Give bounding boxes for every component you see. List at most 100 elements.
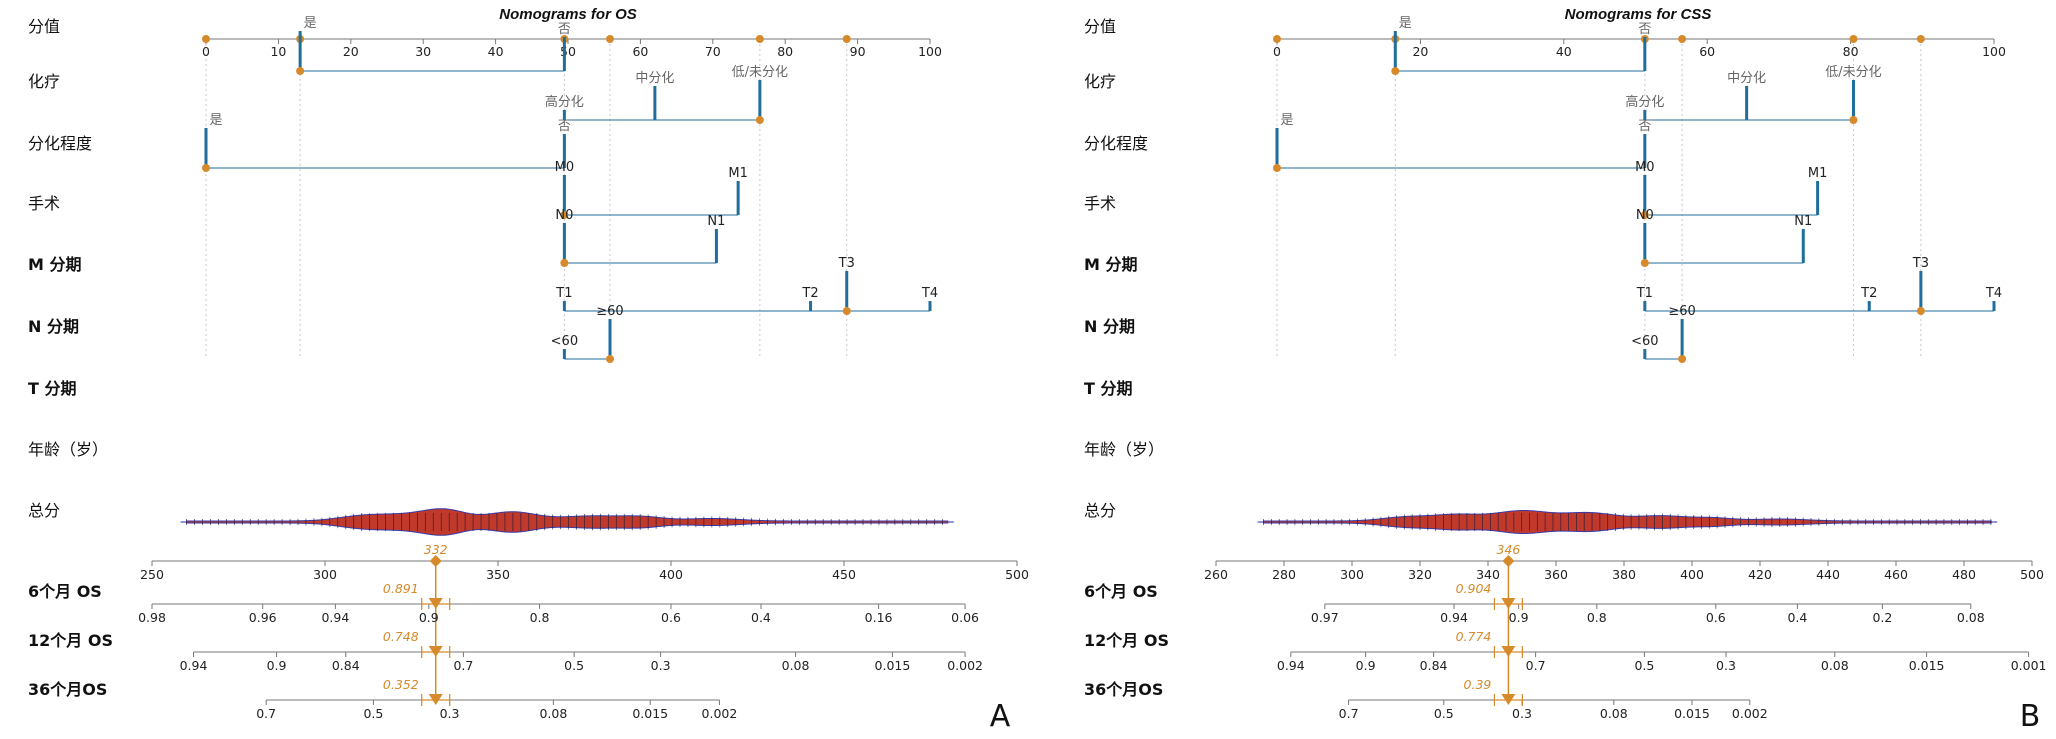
selected-level-marker (1849, 116, 1858, 124)
outcome-observed-label: 0.904 (1456, 581, 1492, 596)
total-tick-label: 280 (1272, 567, 1296, 582)
outcome-tick-label: 0.015 (1674, 706, 1710, 721)
outcome-tick-label: 0.7 (256, 706, 276, 721)
total-tick-label: 250 (140, 567, 164, 582)
selected-level-marker (560, 211, 569, 219)
outcome-tick-label: 0.94 (1277, 658, 1305, 673)
total-tick-label: 300 (1340, 567, 1364, 582)
outcome-tick-label: 0.97 (1311, 610, 1339, 625)
variable-label: 分化程度 (28, 134, 92, 153)
observed-point-marker (1849, 35, 1858, 43)
outcome-tick-label: 0.4 (1787, 610, 1807, 625)
outcome-tick-label: 0.08 (1957, 610, 1985, 625)
chart-title: Nomograms for CSS (1565, 6, 1712, 23)
level-label: T4 (921, 286, 938, 301)
outcome-tick-label: 0.4 (751, 610, 771, 625)
outcome-tick-label: 0.002 (1732, 706, 1768, 721)
level-label: M0 (1635, 160, 1655, 175)
level-label: N1 (1794, 214, 1812, 229)
total-tick-label: 500 (1005, 567, 1029, 582)
level-label: M1 (1808, 166, 1828, 181)
level-label: T4 (1985, 286, 2002, 301)
level-label: 是 (1399, 16, 1412, 31)
outcome-tick-label: 0.3 (651, 658, 671, 673)
outcome-label: 36个月OS (28, 680, 107, 699)
total-tick-label: 440 (1816, 567, 1840, 582)
outcome-tick-label: 0.7 (1339, 706, 1359, 721)
points-row-label: 分值 (1084, 17, 1116, 36)
points-tick-label: 100 (918, 44, 942, 59)
outcome-tick-label: 0.16 (865, 610, 893, 625)
outcome-observed-label: 0.748 (383, 629, 419, 644)
variable-label: 手术 (28, 194, 60, 213)
selected-level-marker (1640, 211, 1649, 219)
observed-point-marker (842, 35, 851, 43)
outcome-label: 6个月 OS (1084, 582, 1158, 601)
observed-point-marker (1678, 35, 1687, 43)
points-tick-label: 60 (1699, 44, 1715, 59)
level-label: T3 (838, 256, 855, 271)
total-observed-label: 332 (424, 542, 448, 557)
selected-level-marker (202, 164, 210, 172)
panel-letter: B (2020, 699, 2041, 734)
points-tick-label: 0 (202, 44, 210, 59)
total-tick-label: 420 (1748, 567, 1772, 582)
outcome-tick-label: 0.08 (539, 706, 567, 721)
outcome-tick-label: 0.5 (564, 658, 584, 673)
total-tick-label: 400 (1680, 567, 1704, 582)
total-tick-label: 380 (1612, 567, 1636, 582)
points-tick-label: 30 (415, 44, 431, 59)
level-label: N1 (707, 214, 725, 229)
outcome-observed-label: 0.352 (383, 677, 419, 692)
total-tick-label: 260 (1204, 567, 1228, 582)
outcome-tick-label: 0.9 (1356, 658, 1376, 673)
points-tick-label: 80 (777, 44, 793, 59)
outcome-tick-label: 0.3 (1716, 658, 1736, 673)
outcome-tick-label: 0.6 (661, 610, 681, 625)
points-tick-label: 40 (1556, 44, 1572, 59)
selected-level-marker (560, 259, 569, 267)
total-tick-label: 460 (1884, 567, 1908, 582)
selected-level-marker (1273, 164, 1281, 172)
outcome-label: 12个月 OS (28, 631, 113, 650)
points-row-label: 分值 (28, 17, 60, 36)
total-tick-label: 320 (1408, 567, 1432, 582)
variable-label: T 分期 (28, 379, 77, 398)
variable-label: N 分期 (1084, 317, 1135, 336)
variable-label: 年龄（岁） (1084, 440, 1164, 459)
variable-label: 年龄（岁） (28, 440, 108, 459)
level-label: 是 (304, 16, 317, 31)
points-tick-label: 80 (1843, 44, 1859, 59)
outcome-tick-label: 0.9 (1509, 610, 1529, 625)
variable-label: M 分期 (28, 255, 82, 274)
observed-point-marker (1273, 35, 1281, 43)
level-label: 否 (558, 119, 571, 134)
level-label: M1 (728, 166, 748, 181)
level-label: N0 (1636, 208, 1654, 223)
selected-level-marker (1916, 307, 1925, 315)
outcome-tick-label: 0.2 (1872, 610, 1892, 625)
outcome-observed-marker (1501, 598, 1516, 609)
outcome-observed-marker (428, 694, 443, 705)
outcome-tick-label: 0.98 (138, 610, 166, 625)
outcome-tick-label: 0.94 (321, 610, 349, 625)
total-tick-label: 480 (1952, 567, 1976, 582)
outcome-tick-label: 0.8 (530, 610, 550, 625)
total-tick-label: 360 (1544, 567, 1568, 582)
outcome-observed-marker (428, 598, 443, 609)
level-label: T2 (801, 286, 818, 301)
total-tick-label: 350 (486, 567, 510, 582)
outcome-tick-label: 0.8 (1587, 610, 1607, 625)
outcome-tick-label: 0.015 (632, 706, 668, 721)
total-tick-label: 450 (832, 567, 856, 582)
variable-label: N 分期 (28, 317, 79, 336)
level-label: T1 (1636, 286, 1653, 301)
total-tick-label: 340 (1476, 567, 1500, 582)
level-label: T2 (1860, 286, 1877, 301)
outcome-tick-label: 0.5 (363, 706, 383, 721)
variable-label: 手术 (1084, 194, 1116, 213)
outcome-tick-label: 0.84 (1420, 658, 1448, 673)
total-tick-label: 300 (313, 567, 337, 582)
